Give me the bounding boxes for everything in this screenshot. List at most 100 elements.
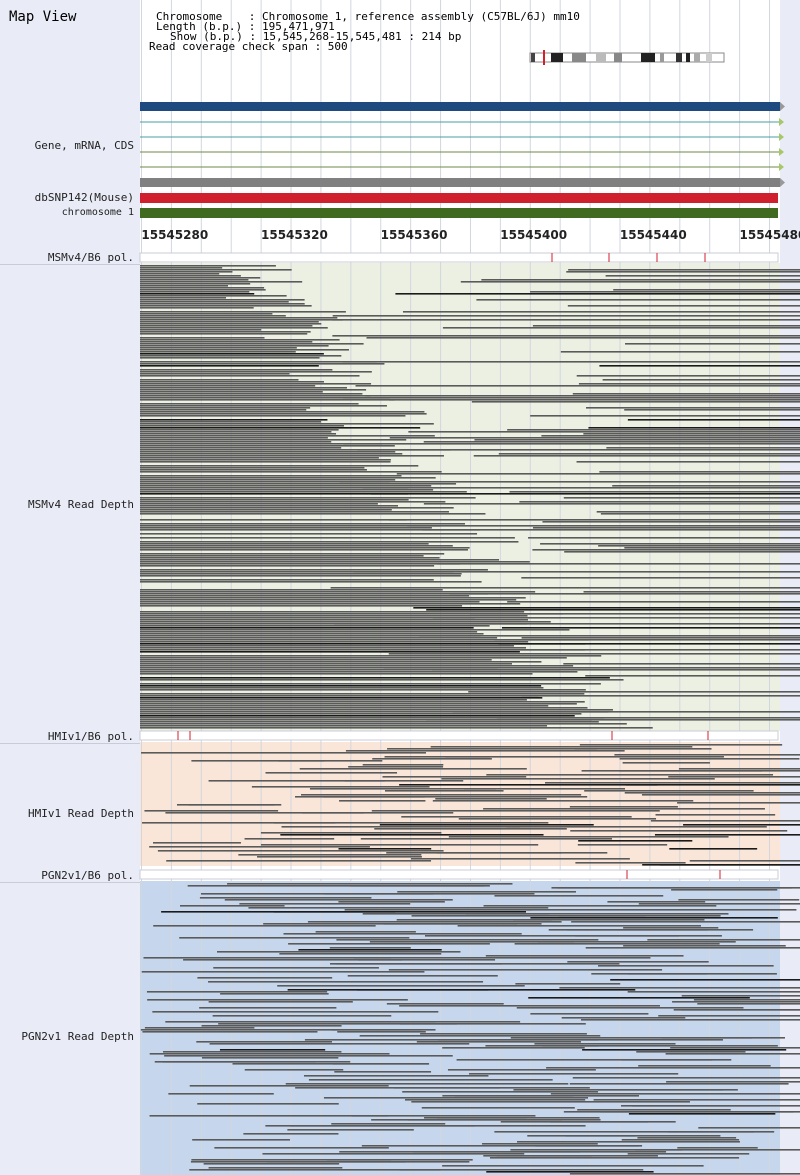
read xyxy=(238,854,422,856)
read xyxy=(382,649,800,651)
read xyxy=(621,1139,740,1141)
read xyxy=(610,979,800,981)
read xyxy=(140,659,492,661)
read xyxy=(307,921,562,923)
read xyxy=(140,497,476,499)
read xyxy=(599,365,800,367)
ideogram-band xyxy=(614,53,622,62)
read xyxy=(140,425,344,427)
read xyxy=(411,1101,690,1103)
read xyxy=(408,431,800,433)
pgn-pol-strip xyxy=(139,869,779,880)
read xyxy=(435,798,547,800)
read xyxy=(441,778,715,780)
read xyxy=(140,433,337,435)
read xyxy=(140,379,299,381)
read xyxy=(666,1081,800,1083)
read xyxy=(567,961,709,963)
read xyxy=(382,776,527,778)
read xyxy=(257,856,422,858)
read xyxy=(140,663,512,665)
read xyxy=(140,449,451,451)
read xyxy=(396,919,553,921)
read xyxy=(532,527,800,529)
read xyxy=(323,1097,589,1099)
read xyxy=(166,860,432,862)
read xyxy=(140,373,290,375)
read xyxy=(140,489,434,491)
read xyxy=(494,1131,775,1133)
read xyxy=(140,525,441,527)
read xyxy=(347,975,498,977)
read xyxy=(387,748,597,750)
read xyxy=(140,505,398,507)
read xyxy=(140,347,297,349)
read xyxy=(654,834,800,836)
read xyxy=(334,1071,432,1073)
read xyxy=(407,525,800,527)
read xyxy=(400,1023,586,1025)
read xyxy=(575,862,686,864)
read xyxy=(140,513,486,515)
read xyxy=(586,407,800,409)
read xyxy=(358,959,496,961)
read xyxy=(239,903,411,905)
read xyxy=(397,891,576,893)
ideogram-band xyxy=(660,53,664,62)
read xyxy=(142,822,336,824)
read xyxy=(486,774,774,776)
read xyxy=(140,563,460,565)
read xyxy=(300,794,582,796)
read xyxy=(140,319,343,321)
read xyxy=(140,709,613,711)
read xyxy=(565,1135,721,1137)
read xyxy=(149,1115,388,1117)
read xyxy=(191,760,325,762)
read xyxy=(140,591,536,593)
read xyxy=(201,1025,342,1027)
read xyxy=(683,824,800,826)
read xyxy=(140,699,527,701)
read xyxy=(179,937,410,939)
read xyxy=(140,631,478,633)
read xyxy=(140,381,324,383)
read xyxy=(140,625,490,627)
read xyxy=(365,395,800,397)
read xyxy=(343,443,800,445)
read xyxy=(140,283,251,285)
read xyxy=(283,933,522,935)
read xyxy=(140,499,409,501)
read xyxy=(517,1141,740,1143)
read xyxy=(197,1103,339,1105)
track-label-column xyxy=(0,0,140,1175)
read xyxy=(140,487,409,489)
read xyxy=(632,1105,800,1107)
read xyxy=(559,987,800,989)
ideogram-band xyxy=(596,53,606,62)
read xyxy=(144,1027,255,1029)
read xyxy=(421,1107,575,1109)
read xyxy=(203,1163,340,1165)
read xyxy=(537,941,736,943)
read xyxy=(140,315,286,317)
read xyxy=(535,1145,643,1147)
read xyxy=(509,491,800,493)
read xyxy=(383,667,800,669)
ideogram-band xyxy=(551,53,563,62)
read xyxy=(689,860,800,862)
read xyxy=(494,639,800,641)
read xyxy=(384,790,504,792)
read xyxy=(500,1121,676,1123)
read xyxy=(149,846,370,848)
read xyxy=(426,719,800,721)
read xyxy=(140,313,273,315)
read xyxy=(140,545,453,547)
read xyxy=(399,784,658,786)
read xyxy=(582,1049,787,1051)
read xyxy=(209,1043,470,1045)
divider xyxy=(0,743,140,744)
read xyxy=(199,897,372,899)
read xyxy=(140,671,578,673)
read xyxy=(353,571,800,573)
